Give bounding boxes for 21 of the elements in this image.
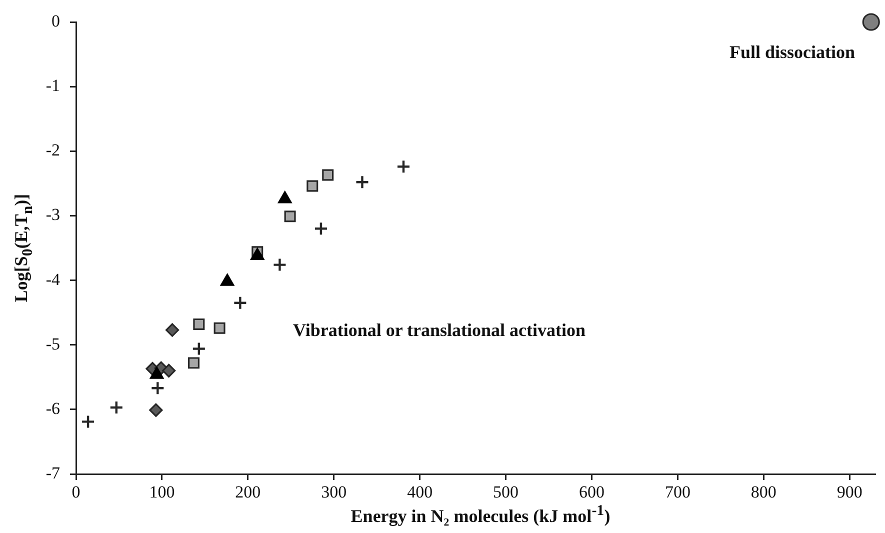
x-axis-title: Energy in N₂ molecules (kJ mol$^{-1}$): [350, 503, 612, 527]
x-tick-label: 300: [321, 482, 347, 502]
y-tick-label: -1: [46, 76, 60, 96]
y-tick-label: -3: [46, 205, 60, 224]
y-tick-label: 0: [52, 11, 60, 30]
x-tick-label: 100: [149, 482, 175, 502]
x-tick-label: 700: [664, 482, 690, 502]
x-tick-label: 400: [407, 482, 433, 502]
annotation: Vibrational or translational activation: [293, 320, 586, 341]
y-tick-label: -4: [46, 270, 60, 289]
x-tick-label: 500: [493, 482, 519, 502]
x-tick-label: 900: [836, 482, 862, 502]
annotation: Full dissociation: [729, 42, 855, 63]
x-tick-label: 600: [578, 482, 604, 502]
y-tick-label: -7: [46, 463, 60, 482]
x-tick-label: 0: [72, 482, 80, 502]
y-tick-label: -2: [46, 140, 60, 160]
y-tick-label: -5: [46, 334, 60, 354]
x-tick-label: 800: [750, 482, 776, 502]
y-tick-label: -6: [46, 398, 60, 418]
x-tick-label: 200: [235, 482, 261, 502]
